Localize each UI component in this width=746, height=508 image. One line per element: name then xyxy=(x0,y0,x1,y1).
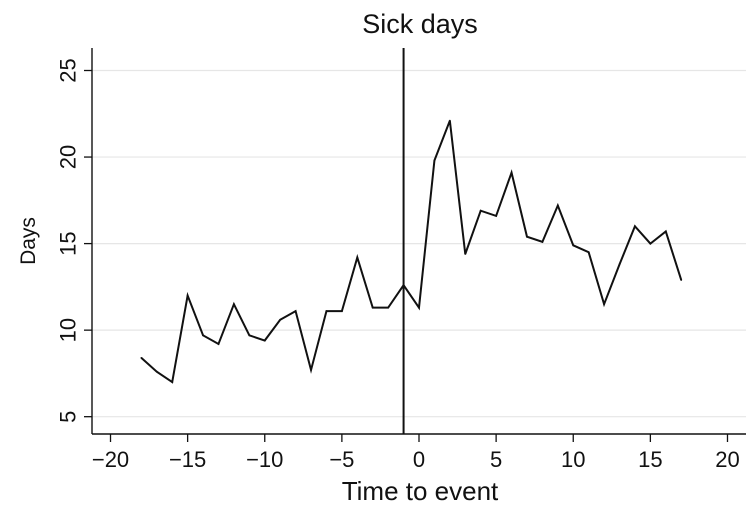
x-tick-label: 0 xyxy=(413,447,425,472)
data-point xyxy=(217,343,220,345)
data-point xyxy=(649,242,652,245)
data-point xyxy=(279,318,282,321)
data-point xyxy=(572,244,575,247)
data-point xyxy=(479,209,482,212)
data-point xyxy=(325,310,328,312)
data-point xyxy=(587,251,590,254)
data-point xyxy=(464,253,467,255)
data-point xyxy=(510,171,513,174)
y-tick-label: 5 xyxy=(56,411,81,423)
series xyxy=(140,119,683,384)
data-point xyxy=(186,294,189,297)
x-tick-label: −15 xyxy=(169,447,206,472)
data-point xyxy=(356,256,359,259)
data-point xyxy=(618,263,621,266)
data-point xyxy=(603,303,605,306)
data-point xyxy=(495,215,498,217)
data-point xyxy=(448,119,451,122)
data-point xyxy=(556,204,559,207)
y-tick-label: 15 xyxy=(56,231,81,255)
data-point xyxy=(233,303,235,306)
y-tick-label: 20 xyxy=(56,145,81,169)
data-point xyxy=(155,370,158,373)
data-point xyxy=(202,334,204,337)
x-tick-label: 20 xyxy=(715,447,739,472)
data-point xyxy=(294,310,297,312)
y-tick-label: 10 xyxy=(56,318,81,342)
data-point xyxy=(140,356,143,359)
x-tick-label: 15 xyxy=(638,447,662,472)
x-tick-label: −10 xyxy=(246,447,283,472)
gridlines xyxy=(92,69,746,418)
data-point xyxy=(248,334,251,337)
data-point xyxy=(371,306,374,309)
x-tick-label: −20 xyxy=(92,447,129,472)
ticks: 5 10 15 20 25 −20 −15 −10 −5 0 5 10 15 20 xyxy=(56,58,740,472)
x-tick-label: 5 xyxy=(490,447,502,472)
data-point xyxy=(634,225,636,228)
data-point xyxy=(310,369,312,371)
y-tick-label: 25 xyxy=(56,58,81,82)
data-point xyxy=(263,339,266,342)
data-point xyxy=(680,279,683,281)
x-tick-label: 10 xyxy=(561,447,585,472)
data-point xyxy=(664,230,667,233)
data-point xyxy=(387,306,390,309)
x-tick-label: −5 xyxy=(329,447,354,472)
data-point xyxy=(433,159,436,162)
data-point xyxy=(526,235,528,238)
series-line xyxy=(140,120,683,384)
chart-title: Sick days xyxy=(362,9,478,39)
data-point xyxy=(340,310,343,312)
data-point xyxy=(541,240,544,243)
data-point xyxy=(418,306,420,309)
y-axis-title: Days xyxy=(17,217,40,265)
data-point xyxy=(171,381,174,383)
x-axis-title: Time to event xyxy=(342,476,499,506)
